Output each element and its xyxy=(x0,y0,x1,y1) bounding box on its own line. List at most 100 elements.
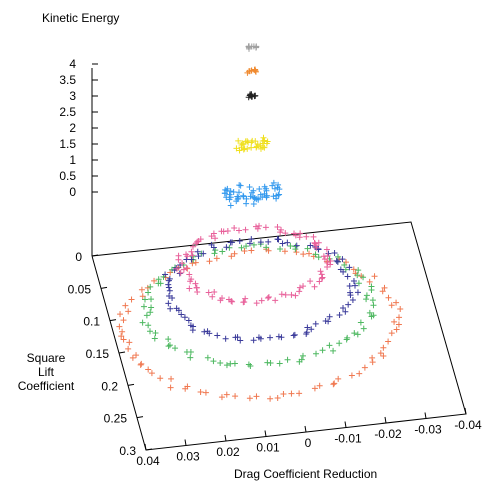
data-point xyxy=(284,239,291,246)
data-point xyxy=(247,363,254,370)
data-point xyxy=(350,278,357,285)
data-point xyxy=(315,254,322,261)
data-point xyxy=(250,337,257,344)
data-point xyxy=(318,271,325,278)
data-point xyxy=(393,299,400,306)
data-point xyxy=(326,342,333,349)
data-point xyxy=(189,260,196,267)
data-point xyxy=(291,230,298,237)
data-point xyxy=(243,195,250,202)
data-point xyxy=(250,241,257,248)
data-point xyxy=(208,233,215,240)
z-axis-ticks: 4 3.5 3 2.5 2 1.5 1 0.5 0 xyxy=(59,57,98,199)
data-point xyxy=(181,314,188,321)
data-point xyxy=(244,138,251,145)
data-point xyxy=(179,260,186,267)
data-point xyxy=(217,297,224,304)
data-point xyxy=(147,328,154,335)
data-point xyxy=(157,375,164,382)
data-point xyxy=(187,349,194,356)
data-point xyxy=(212,235,219,242)
data-point xyxy=(232,393,239,400)
data-point xyxy=(369,297,376,304)
data-point xyxy=(210,358,217,365)
data-point xyxy=(218,228,225,235)
x-tick-label: -0.04 xyxy=(454,418,482,432)
data-point xyxy=(217,360,224,367)
data-point xyxy=(263,140,270,147)
data-point xyxy=(206,258,213,265)
data-point xyxy=(120,317,127,324)
data-point xyxy=(169,294,176,301)
data-point xyxy=(391,318,398,325)
data-point xyxy=(116,323,123,330)
data-point xyxy=(343,336,350,343)
data-point xyxy=(223,362,230,369)
data-point xyxy=(304,324,311,331)
data-point xyxy=(344,334,351,341)
data-point xyxy=(165,336,172,343)
x-tick-label: -0.03 xyxy=(414,423,442,437)
data-point xyxy=(117,311,124,318)
data-point xyxy=(293,249,300,256)
data-point xyxy=(312,251,319,258)
y-axis-label-line-3: Coefficient xyxy=(18,379,75,393)
z-tick-label: 0 xyxy=(69,185,76,199)
data-point xyxy=(177,269,184,276)
data-point xyxy=(197,388,204,395)
data-point xyxy=(186,285,193,292)
data-point xyxy=(186,271,193,278)
data-point xyxy=(297,230,304,237)
data-point xyxy=(248,236,255,243)
data-point xyxy=(122,302,129,309)
data-point xyxy=(249,137,256,144)
data-point xyxy=(275,333,282,340)
data-point xyxy=(128,296,135,303)
data-point xyxy=(287,243,294,250)
data-point xyxy=(173,265,180,272)
data-point xyxy=(316,382,323,389)
data-point xyxy=(157,280,164,287)
data-point xyxy=(330,381,337,388)
x-tick-mark xyxy=(264,430,267,437)
data-point xyxy=(324,259,331,266)
data-point xyxy=(248,247,255,254)
y-tick-label: 0.3 xyxy=(119,444,136,458)
data-point xyxy=(205,289,212,296)
x-tick-label: 0.01 xyxy=(256,441,280,455)
data-point xyxy=(185,317,192,324)
data-point xyxy=(360,325,367,332)
data-point xyxy=(138,286,145,293)
data-point xyxy=(291,331,298,338)
x-tick-mark xyxy=(344,421,347,428)
data-point xyxy=(235,195,242,202)
data-points xyxy=(116,43,404,402)
data-point xyxy=(303,329,310,336)
data-point xyxy=(188,248,195,255)
data-point xyxy=(396,314,403,321)
data-point xyxy=(360,274,367,281)
y-tick-mark xyxy=(100,286,108,289)
data-point xyxy=(187,278,194,285)
data-point xyxy=(299,352,306,359)
data-point xyxy=(327,258,334,265)
data-point xyxy=(204,354,211,361)
y-tick-mark xyxy=(91,254,99,257)
data-point xyxy=(211,250,218,257)
data-point xyxy=(267,395,274,402)
data-point xyxy=(321,256,328,263)
data-point xyxy=(368,283,375,290)
data-point xyxy=(349,297,356,304)
data-point xyxy=(145,322,152,329)
data-point xyxy=(330,347,337,354)
x-tick-label: 0.03 xyxy=(176,450,200,464)
data-point xyxy=(210,244,217,251)
data-point xyxy=(165,277,172,284)
data-point xyxy=(352,282,359,289)
data-point xyxy=(340,304,347,311)
data-point xyxy=(247,193,254,200)
data-point xyxy=(234,334,241,341)
data-point xyxy=(187,354,194,361)
data-point xyxy=(260,134,267,141)
data-point xyxy=(223,391,230,398)
